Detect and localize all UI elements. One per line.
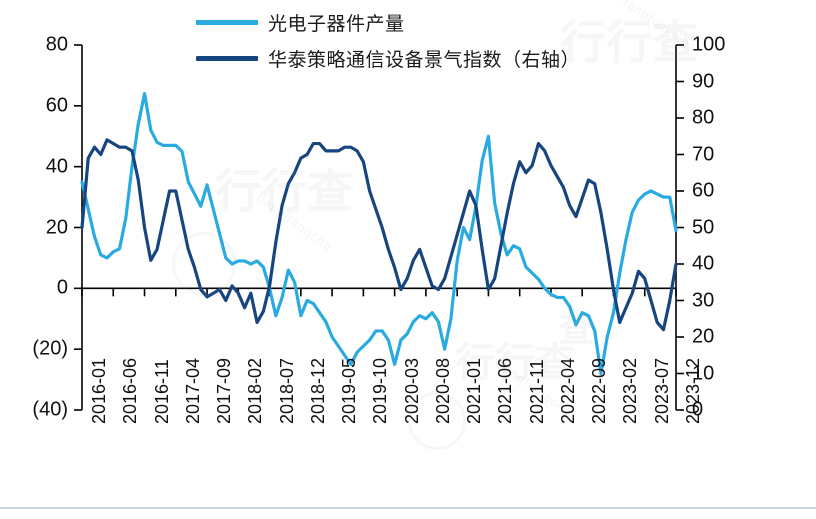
x-axis-tick-label: 2021-06 [495,357,516,424]
y-axis-right-tick-label: 50 [692,216,715,238]
y-axis-right-tick-label: 100 [692,33,726,56]
legend-swatch-optoelectronic-output [196,19,258,25]
x-axis-tick-label: 2023-12 [683,357,703,424]
x-axis-tick-label: 2017-04 [182,357,203,424]
legend-item-optoelectronic-output: 光电子器件产量 [196,8,580,36]
legend-item-htsc-index: 华泰策略通信设备景气指数（右轴） [196,44,580,72]
y-axis-right-tick-label: 60 [692,179,715,202]
y-axis-right-tick-label: 40 [692,252,715,275]
y-axis-left-tick-label: 0 [56,276,68,299]
footer-divider [0,507,816,509]
x-axis-tick-label: 2022-04 [557,357,578,424]
series-line-htsc-index [80,138,678,332]
legend-swatch-htsc-index [196,55,258,61]
legend-label-htsc-index: 华泰策略通信设备景气指数（右轴） [268,48,581,71]
x-axis-tick-label: 2019-10 [370,357,391,424]
x-axis-tick-label: 2016-06 [120,357,141,424]
x-axis-tick-label: 2018-07 [276,357,297,424]
y-axis-left-tick-label: 20 [45,216,68,238]
y-axis-right-tick-label: 80 [692,106,715,129]
x-axis-tick-label: 2020-03 [401,357,422,424]
x-axis-tick-label: 2022-09 [589,357,610,424]
x-axis-tick-label: 2023-07 [651,357,672,424]
x-axis-tick-label: 2018-02 [245,357,266,424]
chart-legend: 光电子器件产量 华泰策略通信设备景气指数（右轴） [196,8,580,72]
y-axis-right-tick-label: 70 [692,143,715,165]
y-axis-left-tick-label: 80 [45,33,68,56]
y-axis-left-tick-label: (40) [32,398,68,421]
x-axis-tick-label: 2019-05 [339,357,360,424]
x-axis-tick-label: 2020-08 [432,357,453,424]
y-axis-right-tick-label: 0 [692,398,704,421]
y-axis-right-tick-label: 30 [692,289,715,311]
y-axis-right-tick-label: 90 [692,70,715,92]
x-axis-tick-label: 2021-11 [526,359,547,424]
x-axis-tick-label: 2016-11 [151,359,172,424]
x-axis-tick-label: 2021-01 [464,357,485,424]
y-axis-left-tick-label: 60 [45,94,68,117]
y-axis-right-tick-label: 10 [692,362,715,384]
legend-label-optoelectronic-output: 光电子器件产量 [268,12,405,35]
y-axis-right-tick-label: 20 [692,325,715,348]
x-axis-tick-label: 2018-12 [307,357,328,424]
x-axis-tick-label: 2016-01 [89,357,109,424]
series-line-optoelectronic-output [80,92,678,376]
x-axis-tick-label: 2017-09 [214,357,235,424]
y-axis-left-tick-label: (20) [32,337,68,360]
x-axis-tick-label: 2023-02 [620,357,641,424]
y-axis-left-tick-label: 40 [45,155,68,178]
